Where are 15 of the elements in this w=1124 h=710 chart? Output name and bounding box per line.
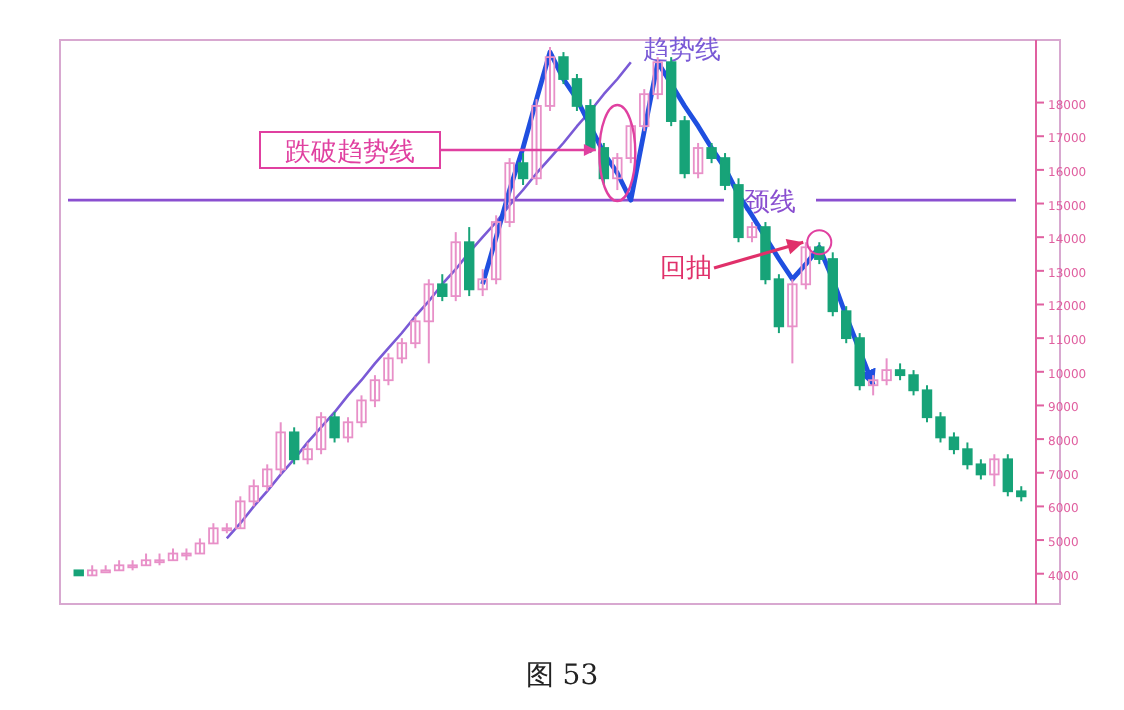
candlestick xyxy=(437,273,448,303)
series-label: 趋势线 xyxy=(642,36,721,67)
line-series xyxy=(225,60,633,540)
candlestick xyxy=(746,221,758,244)
candlestick xyxy=(517,152,529,187)
candlestick xyxy=(329,411,340,444)
candlestick xyxy=(288,426,300,466)
ref-line-label: 颈线 xyxy=(744,188,796,219)
candlestick xyxy=(989,453,1000,488)
candlestick xyxy=(464,226,475,298)
annotation: 回抽 xyxy=(660,254,712,284)
candlestick xyxy=(450,231,461,303)
annotation: 跌破趋势线 xyxy=(285,138,415,168)
candlestick xyxy=(692,141,704,180)
caption: 图 53 xyxy=(525,660,599,692)
